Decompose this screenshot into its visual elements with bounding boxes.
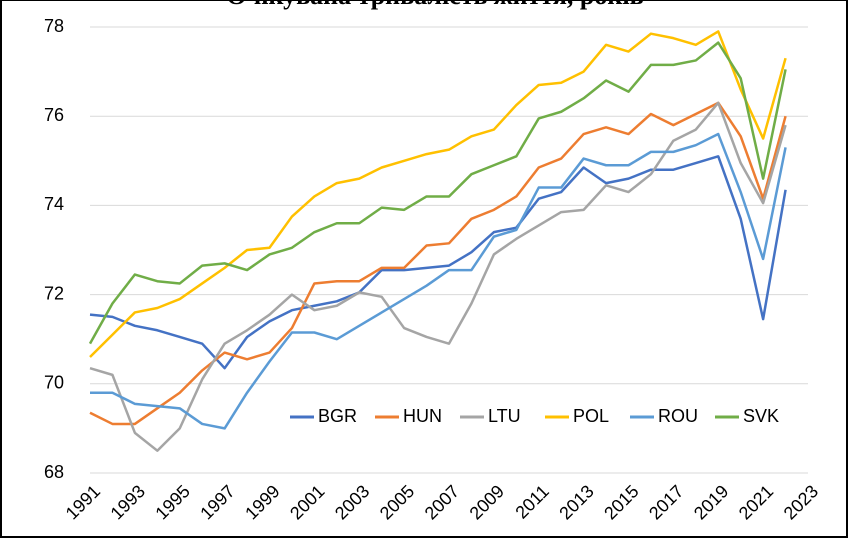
line-series [89,30,787,358]
y-tick-label: 72 [44,283,64,303]
x-tick-label: 2007 [421,481,463,523]
x-tick-label: 2011 [511,481,553,523]
x-tick-label: 2013 [555,481,597,523]
legend-label: ROU [658,406,698,426]
legend-label: BGR [318,406,357,426]
x-tick-label: 1999 [241,481,283,523]
legend-label: LTU [488,406,521,426]
x-tick-label: 2001 [286,481,328,523]
legend-label: POL [573,406,609,426]
line-series [89,155,787,370]
line-series [89,101,787,426]
x-tick-label: 1993 [107,481,149,523]
x-tick-label: 2003 [331,481,373,523]
line-series [88,41,787,345]
y-tick-label: 70 [44,373,64,393]
x-tick-label: 1991 [62,481,104,523]
x-tick-label: 2019 [690,481,732,523]
x-tick-label: 2017 [645,481,687,523]
x-tick-label: 2015 [600,481,642,523]
x-tick-label: 2023 [780,481,822,523]
y-tick-label: 74 [44,194,64,214]
x-tick-label: 2021 [735,481,777,523]
y-tick-label: 76 [44,105,64,125]
y-tick-label: 78 [44,16,64,36]
y-tick-label: 68 [44,462,64,482]
x-tick-label: 2005 [376,481,418,523]
x-tick-label: 2009 [466,481,508,523]
x-tick-label: 1995 [151,481,193,523]
line-series [90,132,787,430]
x-tick-label: 1997 [196,481,238,523]
legend-label: SVK [743,406,779,426]
chart-title: Очікувана тривалість життя, років [226,0,643,10]
legend-label: HUN [403,406,442,426]
line-series [89,101,787,452]
